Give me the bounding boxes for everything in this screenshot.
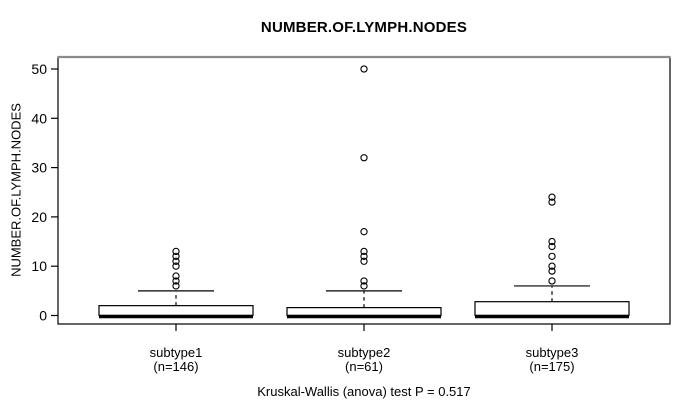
outlier-point — [360, 247, 368, 256]
stat-test-caption: Kruskal-Wallis (anova) test P = 0.517 — [257, 384, 471, 399]
outlier-point — [360, 277, 368, 285]
outlier-point — [548, 242, 556, 251]
y-tick-label: 40 — [31, 110, 47, 126]
x-tick-sublabel: (n=61) — [345, 359, 383, 374]
x-tick-sublabel: (n=146) — [153, 359, 198, 374]
outlier-point — [172, 257, 180, 265]
outlier-point — [172, 277, 180, 285]
outlier-point — [548, 262, 556, 270]
outlier-point — [548, 198, 556, 206]
plot-frame — [57, 56, 671, 325]
x-tick-label: subtype3 — [526, 345, 579, 360]
outlier-point — [360, 282, 368, 290]
outlier-point — [360, 252, 368, 260]
outlier-point — [172, 247, 180, 256]
outlier-point — [172, 282, 180, 290]
box — [286, 307, 442, 317]
outlier-point — [548, 193, 556, 201]
x-tick-sublabel: (n=175) — [529, 359, 574, 374]
outlier-point — [172, 272, 180, 280]
x-tick-label: subtype1 — [150, 345, 203, 360]
y-tick-label: 20 — [31, 209, 47, 225]
outlier-point — [360, 228, 368, 236]
y-axis-title: NUMBER.OF.LYMPH.NODES — [8, 103, 24, 277]
y-tick-label: 50 — [31, 61, 47, 77]
box — [98, 305, 254, 317]
outlier-point — [548, 237, 556, 246]
chart-title: NUMBER.OF.LYMPH.NODES — [260, 19, 468, 36]
outlier-point — [548, 252, 556, 260]
box — [474, 301, 630, 317]
outlier-point — [172, 262, 180, 270]
outlier-point — [360, 154, 368, 162]
outlier-point — [172, 252, 180, 260]
outlier-point — [548, 267, 556, 275]
y-tick-label: 30 — [31, 160, 47, 176]
outlier-point — [548, 277, 556, 285]
y-tick-label: 10 — [31, 258, 47, 274]
outlier-point — [360, 257, 368, 265]
outlier-point — [360, 65, 368, 73]
x-tick-label: subtype2 — [338, 345, 391, 360]
y-tick-label: 0 — [39, 308, 47, 324]
